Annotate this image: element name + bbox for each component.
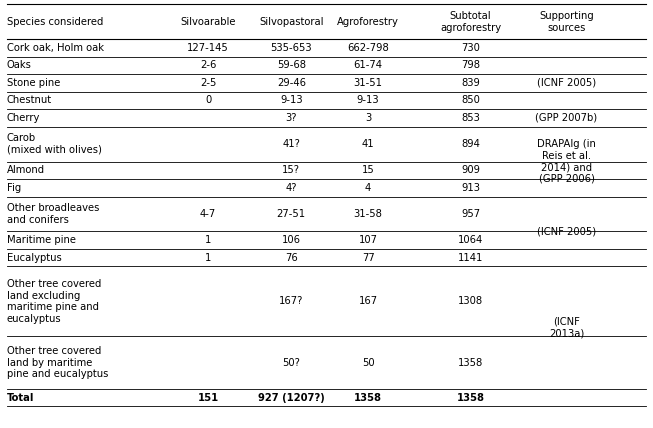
Text: (ICNF 2005): (ICNF 2005) (537, 226, 596, 237)
Text: Fig: Fig (7, 183, 21, 193)
Text: 77: 77 (362, 253, 374, 263)
Text: 127-145: 127-145 (187, 43, 229, 53)
Text: 1358: 1358 (354, 392, 382, 402)
Text: Almond: Almond (7, 165, 44, 175)
Text: 2-6: 2-6 (200, 60, 216, 71)
Text: Species considered: Species considered (7, 17, 103, 27)
Text: 3?: 3? (285, 113, 297, 123)
Text: (ICNF
2013a): (ICNF 2013a) (549, 317, 584, 339)
Text: Other tree covered
land excluding
maritime pine and
eucalyptus: Other tree covered land excluding mariti… (7, 279, 101, 324)
Text: 167?: 167? (279, 296, 304, 306)
Text: 730: 730 (461, 43, 480, 53)
Text: 1064: 1064 (458, 235, 483, 245)
Text: 107: 107 (358, 235, 377, 245)
Text: Stone pine: Stone pine (7, 78, 60, 88)
Text: 1358: 1358 (456, 392, 485, 402)
Text: 31-51: 31-51 (353, 78, 383, 88)
Text: 9-13: 9-13 (280, 95, 302, 105)
Text: 913: 913 (461, 183, 480, 193)
Text: Carob
(mixed with olives): Carob (mixed with olives) (7, 133, 101, 155)
Text: Silvopastoral: Silvopastoral (259, 17, 323, 27)
Text: Eucalyptus: Eucalyptus (7, 253, 61, 263)
Text: 31-58: 31-58 (354, 209, 383, 219)
Text: 50?: 50? (282, 357, 300, 368)
Text: 1358: 1358 (458, 357, 483, 368)
Text: 41?: 41? (282, 139, 300, 149)
Text: 15?: 15? (282, 165, 300, 175)
Text: Oaks: Oaks (7, 60, 31, 71)
Text: Silvoarable: Silvoarable (180, 17, 236, 27)
Text: 76: 76 (285, 253, 298, 263)
Text: 798: 798 (461, 60, 480, 71)
Text: 927 (1207?): 927 (1207?) (258, 392, 325, 402)
Text: 2-5: 2-5 (200, 78, 216, 88)
Text: 1: 1 (205, 253, 212, 263)
Text: 50: 50 (362, 357, 374, 368)
Text: 41: 41 (362, 139, 374, 149)
Text: Agroforestry: Agroforestry (337, 17, 399, 27)
Text: 4: 4 (365, 183, 371, 193)
Text: 1141: 1141 (458, 253, 483, 263)
Text: 59-68: 59-68 (277, 60, 306, 71)
Text: Other broadleaves
and conifers: Other broadleaves and conifers (7, 203, 99, 225)
Text: 0: 0 (205, 95, 211, 105)
Text: 27-51: 27-51 (277, 209, 306, 219)
Text: Supporting
sources: Supporting sources (539, 11, 594, 33)
Text: 15: 15 (362, 165, 374, 175)
Text: Chestnut: Chestnut (7, 95, 52, 105)
Text: 662-798: 662-798 (347, 43, 389, 53)
Text: 1: 1 (205, 235, 212, 245)
Text: 29-46: 29-46 (277, 78, 306, 88)
Text: Subtotal
agroforestry: Subtotal agroforestry (440, 11, 501, 33)
Text: 106: 106 (282, 235, 301, 245)
Text: 61-74: 61-74 (353, 60, 383, 71)
Text: Total: Total (7, 392, 34, 402)
Text: Cherry: Cherry (7, 113, 40, 123)
Text: 151: 151 (197, 392, 219, 402)
Text: (ICNF 2005): (ICNF 2005) (537, 78, 596, 88)
Text: 535-653: 535-653 (270, 43, 312, 53)
Text: 3: 3 (365, 113, 371, 123)
Text: Maritime pine: Maritime pine (7, 235, 76, 245)
Text: 167: 167 (358, 296, 377, 306)
Text: 909: 909 (461, 165, 480, 175)
Text: 1308: 1308 (458, 296, 483, 306)
Text: Other tree covered
land by maritime
pine and eucalyptus: Other tree covered land by maritime pine… (7, 346, 108, 379)
Text: Cork oak, Holm oak: Cork oak, Holm oak (7, 43, 104, 53)
Text: 894: 894 (461, 139, 480, 149)
Text: 839: 839 (461, 78, 480, 88)
Text: 853: 853 (461, 113, 480, 123)
Text: 4?: 4? (285, 183, 297, 193)
Text: 9-13: 9-13 (357, 95, 379, 105)
Text: 957: 957 (461, 209, 480, 219)
Text: DRAPAlg (in
Reis et al.
2014) and
(GPP 2006): DRAPAlg (in Reis et al. 2014) and (GPP 2… (537, 139, 596, 184)
Text: 850: 850 (461, 95, 480, 105)
Text: (GPP 2007b): (GPP 2007b) (535, 113, 597, 123)
Text: 4-7: 4-7 (200, 209, 216, 219)
